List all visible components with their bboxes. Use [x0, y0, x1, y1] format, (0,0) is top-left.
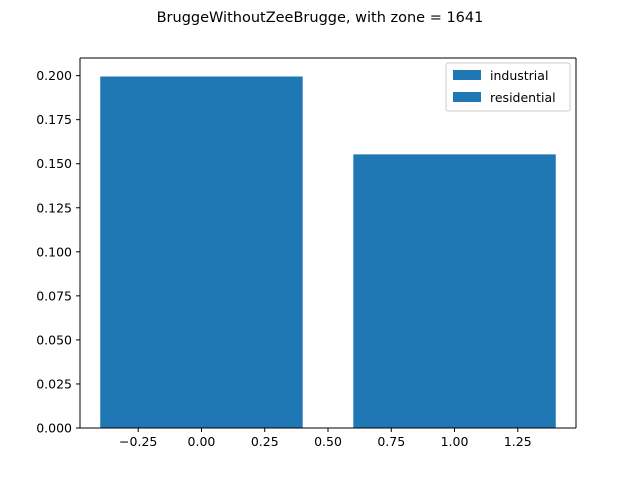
y-axis: 0.000 0.025 0.050 0.075 0.100 0.125 0.150 0.175…	[36, 68, 80, 436]
y-tick-label: 0.050	[36, 332, 72, 347]
legend-swatch-industrial	[453, 70, 481, 80]
bar-residential	[353, 154, 556, 428]
y-tick-label: 0.200	[36, 68, 72, 83]
legend-label-industrial: industrial	[490, 68, 548, 83]
x-tick-label: 0.25	[251, 434, 279, 449]
y-tick-label: 0.075	[36, 288, 72, 303]
y-tick-label: 0.150	[36, 156, 72, 171]
x-tick-label: 1.00	[441, 434, 469, 449]
y-tick-label: 0.100	[36, 244, 72, 259]
plot-frame	[79, 57, 577, 429]
x-tick-label: −0.25	[119, 434, 157, 449]
x-tick-label: 1.25	[504, 434, 532, 449]
x-tick-label: 0.75	[377, 434, 405, 449]
y-tick-label: 0.175	[36, 112, 72, 127]
legend-swatch-residential	[453, 92, 481, 102]
y-tick-label: 0.125	[36, 200, 72, 215]
legend: industrial residential	[445, 62, 571, 112]
bars-group	[100, 76, 556, 428]
legend-label-residential: residential	[490, 90, 556, 105]
x-tick-label: 0.00	[188, 434, 216, 449]
chart-title: BruggeWithoutZeeBrugge, with zone = 1641	[157, 10, 484, 26]
y-tick-label: 0.025	[36, 376, 72, 391]
x-tick-label: 0.50	[314, 434, 342, 449]
y-tick-label: 0.000	[36, 421, 72, 436]
bar-industrial	[100, 76, 303, 428]
x-axis: −0.25 0.00 0.25 0.50 0.75 1.00 1.25	[119, 428, 532, 449]
